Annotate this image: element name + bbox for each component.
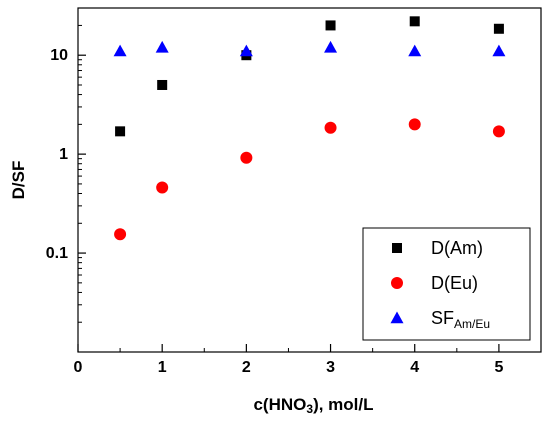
legend-marker-sf [390,311,404,324]
data-point-am [115,126,126,137]
data-point-sf [155,40,169,53]
legend: D(Am) D(Eu) SFAm/Eu [362,227,531,341]
x-tick-label: 2 [242,359,251,376]
legend-box [362,227,531,341]
legend-label-am: D(Am) [431,238,483,258]
x-axis-title-main: c(HNO [253,395,306,414]
data-point-eu [408,118,421,131]
plot-frame [77,7,542,353]
series-am [115,16,504,137]
legend-marker-am [392,243,402,253]
x-axis-title-sub: 3 [306,402,313,416]
data-point-am [409,16,420,27]
data-point-eu [156,181,169,194]
x-tick-label: 5 [494,359,503,376]
series-eu [114,118,505,241]
legend-marker-eu [391,277,403,289]
data-marks [113,16,506,241]
x-axis: 0 1 2 3 4 5 [74,344,503,376]
data-point-sf [408,44,422,57]
legend-item-eu: D(Eu) [391,273,478,293]
y-tick-label: 0.1 [46,245,68,262]
data-point-sf [113,44,127,57]
data-point-sf [324,40,338,53]
x-tick-label: 4 [410,359,419,376]
data-point-eu [492,125,505,138]
legend-item-am: D(Am) [392,238,483,258]
data-point-sf [492,44,506,57]
data-point-eu [324,121,337,134]
data-point-eu [240,151,253,164]
y-axis-title: D/SF [9,161,28,200]
plot-area: 0 1 2 3 4 5 0.1 1 10 [46,7,542,376]
y-axis: 0.1 1 10 [46,24,86,323]
y-tick-label: 1 [59,146,68,163]
series-sf [113,40,506,57]
data-point-am [157,79,168,90]
data-point-am [325,20,336,31]
legend-label-sf: SFAm/Eu [431,308,490,331]
legend-item-sf: SFAm/Eu [390,308,490,331]
legend-label-eu: D(Eu) [431,273,478,293]
x-tick-label: 1 [158,359,167,376]
data-point-am [493,23,504,34]
data-point-eu [114,228,127,241]
y-tick-label: 10 [50,47,68,64]
x-tick-label: 0 [74,359,83,376]
data-point-sf [239,44,253,57]
x-axis-title: c(HNO3), mol/L [253,395,373,416]
x-tick-label: 3 [326,359,335,376]
x-axis-title-rest: ), mol/L [313,395,373,414]
